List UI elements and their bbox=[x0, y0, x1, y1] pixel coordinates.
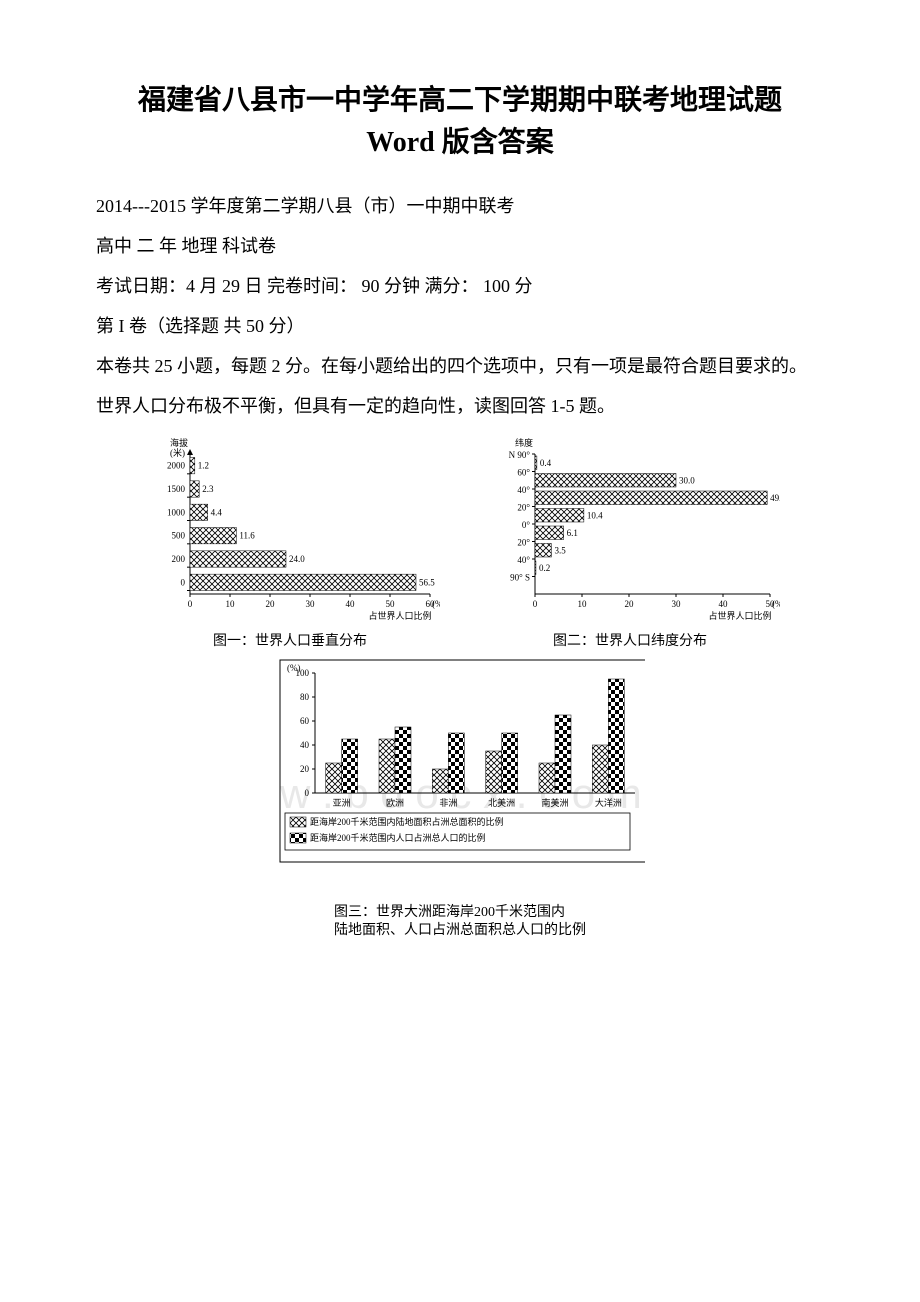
svg-text:0: 0 bbox=[188, 599, 193, 609]
svg-text:56.5: 56.5 bbox=[419, 577, 435, 587]
chart-1-block: 海拔(米)0102030405060(%)占世界人口比例1.220002.315… bbox=[140, 434, 440, 650]
svg-text:N 90°: N 90° bbox=[509, 450, 531, 460]
chart-3: (%)020406080100亚洲欧洲非洲北美洲南美洲大洋洲距海岸200千米范围… bbox=[275, 658, 645, 898]
chart-2-block: 纬度01020304050(%)占世界人口比例N 90°60°40°20°0°2… bbox=[480, 434, 780, 650]
svg-text:20: 20 bbox=[300, 764, 310, 774]
svg-text:80: 80 bbox=[300, 692, 310, 702]
svg-text:0: 0 bbox=[533, 599, 538, 609]
svg-text:(%): (%) bbox=[432, 599, 440, 609]
svg-text:1.2: 1.2 bbox=[198, 461, 209, 471]
svg-text:南美洲: 南美洲 bbox=[541, 797, 568, 808]
chart-1: 海拔(米)0102030405060(%)占世界人口比例1.220002.315… bbox=[140, 434, 440, 624]
svg-text:非洲: 非洲 bbox=[439, 797, 457, 808]
svg-text:30: 30 bbox=[306, 599, 316, 609]
instructions: 本卷共 25 小题，每题 2 分。在每小题给出的四个选项中，只有一项是最符合题目… bbox=[60, 348, 860, 384]
svg-text:(米): (米) bbox=[170, 447, 185, 458]
chart-1-caption: 图一：世界人口垂直分布 bbox=[213, 630, 367, 650]
svg-text:2000: 2000 bbox=[167, 461, 186, 471]
svg-text:20: 20 bbox=[266, 599, 276, 609]
svg-text:2.3: 2.3 bbox=[202, 484, 214, 494]
svg-text:0: 0 bbox=[181, 577, 186, 587]
svg-text:40: 40 bbox=[300, 740, 310, 750]
subtitle-2: 高中 二 年 地理 科试卷 bbox=[60, 228, 860, 264]
svg-text:0.4: 0.4 bbox=[540, 458, 552, 468]
svg-text:60: 60 bbox=[300, 716, 310, 726]
svg-text:30.0: 30.0 bbox=[679, 475, 695, 485]
svg-text:1500: 1500 bbox=[167, 484, 186, 494]
chart-3-block: (%)020406080100亚洲欧洲非洲北美洲南美洲大洋洲距海岸200千米范围… bbox=[275, 658, 645, 940]
svg-text:90° S: 90° S bbox=[510, 573, 530, 583]
subtitle-1: 2014---2015 学年度第二学期八县（市）一中期中联考 bbox=[60, 188, 860, 224]
svg-text:40°: 40° bbox=[517, 485, 530, 495]
svg-text:(%): (%) bbox=[772, 599, 780, 609]
svg-text:60°: 60° bbox=[517, 468, 530, 478]
svg-text:距海岸200千米范围内人口占洲总人口的比例: 距海岸200千米范围内人口占洲总人口的比例 bbox=[310, 832, 486, 843]
svg-text:40: 40 bbox=[346, 599, 356, 609]
svg-text:北美洲: 北美洲 bbox=[488, 797, 515, 808]
svg-text:20°: 20° bbox=[517, 503, 530, 513]
svg-text:海拔: 海拔 bbox=[170, 437, 188, 448]
document-title: 福建省八县市一中学年高二下学期期中联考地理试题 Word 版含答案 bbox=[60, 80, 860, 164]
svg-text:3.5: 3.5 bbox=[554, 545, 566, 555]
svg-text:1000: 1000 bbox=[167, 507, 186, 517]
chart-3-caption-l2: 陆地面积、人口占洲总面积总人口的比例 bbox=[334, 923, 586, 938]
svg-text:50: 50 bbox=[386, 599, 396, 609]
svg-text:0°: 0° bbox=[522, 520, 531, 530]
svg-text:亚洲: 亚洲 bbox=[333, 798, 351, 808]
svg-text:49.4: 49.4 bbox=[770, 493, 780, 503]
chart-3-wrap: (%)020406080100亚洲欧洲非洲北美洲南美洲大洋洲距海岸200千米范围… bbox=[60, 658, 860, 940]
svg-text:500: 500 bbox=[172, 531, 186, 541]
svg-text:24.0: 24.0 bbox=[289, 554, 305, 564]
svg-text:占世界人口比例: 占世界人口比例 bbox=[368, 610, 431, 621]
exam-info: 考试日期：4 月 29 日 完卷时间： 90 分钟 满分： 100 分 bbox=[60, 268, 860, 304]
question-intro: 世界人口分布极不平衡，但具有一定的趋向性，读图回答 1-5 题。 bbox=[60, 388, 860, 424]
svg-text:40°: 40° bbox=[517, 555, 530, 565]
chart-3-caption-l1: 图三：世界大洲距海岸200千米范围内 bbox=[334, 905, 565, 920]
svg-text:0: 0 bbox=[305, 788, 310, 798]
title-line-1: 福建省八县市一中学年高二下学期期中联考地理试题 bbox=[138, 85, 782, 116]
svg-text:10: 10 bbox=[578, 599, 588, 609]
chart-2-caption: 图二：世界人口纬度分布 bbox=[553, 630, 707, 650]
charts-row-1: 海拔(米)0102030405060(%)占世界人口比例1.220002.315… bbox=[60, 434, 860, 650]
svg-text:10.4: 10.4 bbox=[587, 510, 603, 520]
svg-text:30: 30 bbox=[672, 599, 682, 609]
svg-text:10: 10 bbox=[226, 599, 236, 609]
svg-text:纬度: 纬度 bbox=[515, 437, 533, 448]
svg-text:大洋洲: 大洋洲 bbox=[595, 797, 622, 808]
svg-text:40: 40 bbox=[719, 599, 729, 609]
svg-text:0.2: 0.2 bbox=[539, 563, 550, 573]
chart-3-caption: 图三：世界大洲距海岸200千米范围内 陆地面积、人口占洲总面积总人口的比例 bbox=[334, 904, 586, 940]
svg-text:6.1: 6.1 bbox=[567, 528, 578, 538]
svg-text:20: 20 bbox=[625, 599, 635, 609]
title-line-2: Word 版含答案 bbox=[366, 127, 553, 158]
chart-2: 纬度01020304050(%)占世界人口比例N 90°60°40°20°0°2… bbox=[480, 434, 780, 624]
svg-text:20°: 20° bbox=[517, 538, 530, 548]
svg-text:欧洲: 欧洲 bbox=[386, 797, 404, 808]
svg-text:200: 200 bbox=[172, 554, 186, 564]
svg-text:100: 100 bbox=[296, 668, 310, 678]
svg-text:占世界人口比例: 占世界人口比例 bbox=[708, 610, 771, 621]
svg-text:4.4: 4.4 bbox=[211, 507, 223, 517]
svg-text:11.6: 11.6 bbox=[239, 531, 255, 541]
section-header: 第 I 卷（选择题 共 50 分） bbox=[60, 308, 860, 344]
svg-text:距海岸200千米范围内陆地面积占洲总面积的比例: 距海岸200千米范围内陆地面积占洲总面积的比例 bbox=[310, 816, 504, 827]
